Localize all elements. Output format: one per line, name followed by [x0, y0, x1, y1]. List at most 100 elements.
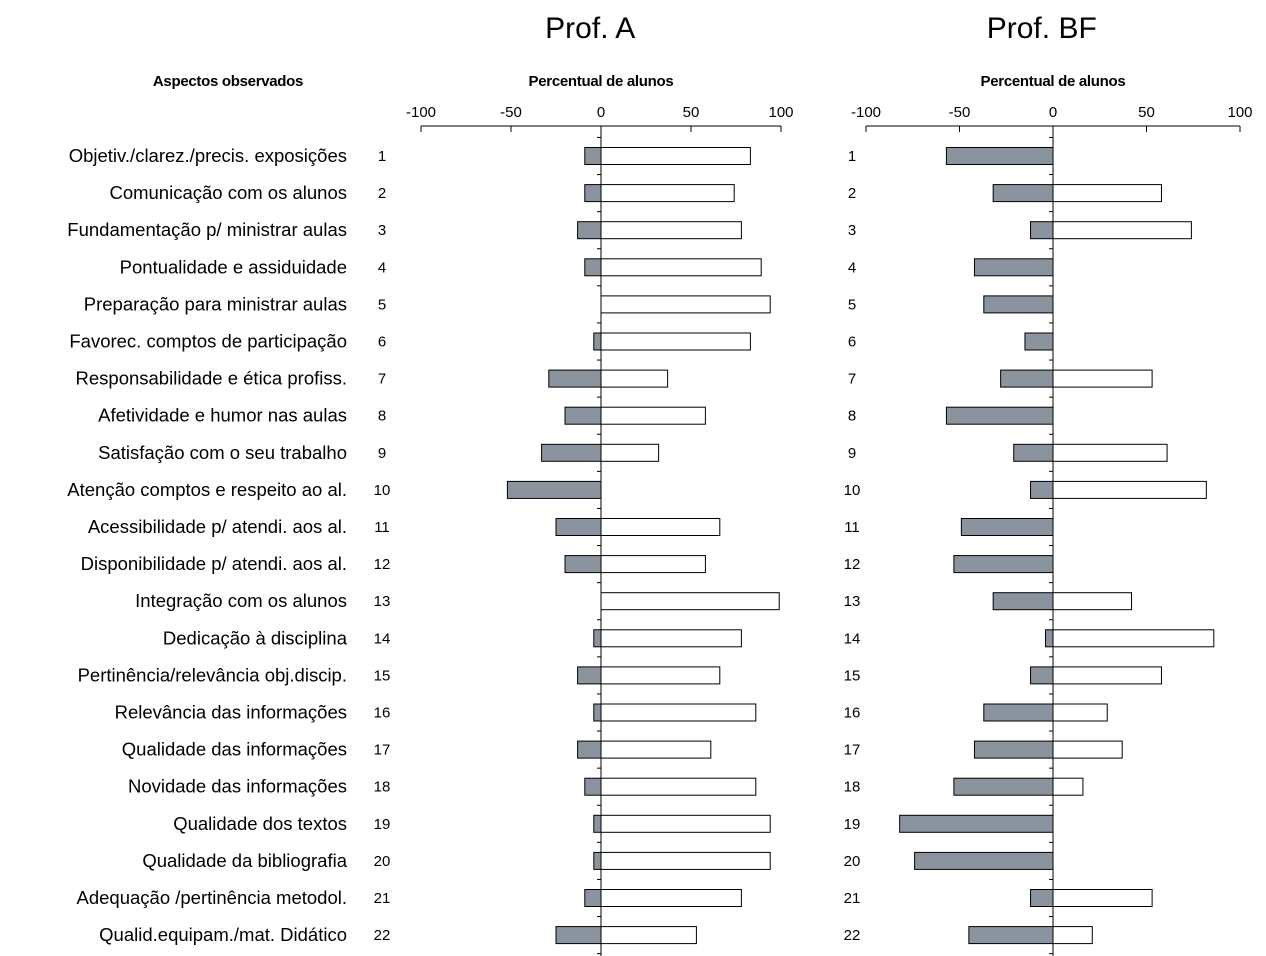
bar-negative — [945, 406, 1054, 425]
bar-positive — [1052, 369, 1153, 388]
aspect-label: Adequação /pertinência metodol. — [77, 887, 348, 908]
bar-negative — [983, 703, 1054, 722]
row-number: 21 — [374, 890, 391, 907]
row-number: 17 — [374, 742, 391, 759]
aspect-label: Comunicação com os alunos — [109, 182, 347, 203]
bar-positive — [600, 851, 771, 870]
panel-title: Prof. BF — [987, 12, 1097, 45]
bar-positive — [1052, 184, 1162, 203]
aspect-label: Disponibilidade p/ atendi. aos al. — [81, 553, 347, 574]
row-number: 1 — [848, 148, 856, 165]
bar-negative — [953, 777, 1054, 796]
aspect-label: Qualidade da bibliografia — [142, 850, 347, 871]
row-number: 11 — [844, 519, 860, 536]
aspect-label: Pontualidade e assiduidade — [120, 256, 347, 277]
aspect-label: Qualidade das informações — [122, 739, 347, 760]
row-number: 10 — [844, 482, 861, 499]
row-number: 8 — [848, 408, 856, 425]
bar-negative — [1030, 889, 1054, 907]
aspect-label: Dedicação à disciplina — [163, 627, 348, 648]
bar-positive — [600, 184, 735, 203]
row-number: 14 — [844, 630, 861, 647]
row-number: 18 — [374, 779, 391, 796]
bar-negative — [584, 258, 602, 277]
bar-negative — [1000, 369, 1054, 388]
row-number: 21 — [844, 890, 861, 907]
bar-negative — [577, 221, 602, 240]
aspect-label: Relevância das informações — [115, 702, 347, 723]
row-number: 5 — [848, 296, 856, 313]
aspect-label: Integração com os alunos — [135, 590, 347, 611]
bar-negative — [1030, 666, 1054, 685]
bar-positive — [600, 258, 762, 277]
row-number: 14 — [374, 630, 391, 647]
panel-prof-a: Prof. A Percentual de alunos -100 -50 0 50 100… — [374, 12, 794, 956]
row-number: 15 — [844, 667, 861, 684]
aspect-label: Afetividade e humor nas aulas — [98, 405, 347, 426]
aspect-label: Atenção comptos e respeito ao al. — [67, 479, 347, 500]
row-number: 20 — [844, 853, 861, 870]
row-number: 18 — [844, 779, 861, 796]
row-number: 2 — [378, 185, 386, 202]
bar-negative — [584, 147, 602, 165]
bar-positive — [600, 926, 697, 945]
row-number: 6 — [378, 334, 386, 351]
row-number: 16 — [844, 705, 861, 722]
bar-negative — [584, 889, 602, 907]
x-tick-label: -50 — [949, 104, 971, 121]
bar-negative — [555, 926, 602, 945]
bar-positive — [600, 814, 771, 833]
bar-negative — [914, 851, 1054, 870]
row-number: 3 — [378, 222, 386, 239]
bar-negative — [899, 814, 1054, 833]
bar-positive — [1052, 221, 1192, 240]
bar-positive — [1052, 443, 1168, 462]
aspects-header: Aspectos observados — [153, 73, 303, 90]
row-number: 19 — [844, 816, 861, 833]
bar-positive — [600, 666, 721, 685]
row-number: 16 — [374, 705, 391, 722]
bar-negative — [960, 518, 1054, 536]
row-number: 19 — [374, 816, 391, 833]
bar-negative — [577, 740, 602, 759]
row-number: 22 — [374, 927, 391, 944]
bar-negative — [593, 332, 602, 351]
bar-positive — [600, 703, 757, 722]
row-number: 9 — [848, 445, 856, 462]
bar-positive — [1052, 629, 1215, 648]
row-number: 7 — [848, 371, 856, 388]
bar-negative — [577, 666, 602, 685]
aspect-label: Satisfação com o seu trabalho — [98, 442, 347, 463]
row-number: 4 — [378, 259, 386, 276]
aspect-label: Favorec. comptos de participação — [69, 331, 347, 352]
bar-negative — [973, 740, 1054, 759]
bar-positive — [600, 889, 742, 907]
row-number: 3 — [848, 222, 856, 239]
bar-positive — [600, 740, 712, 759]
row-number: 17 — [844, 742, 861, 759]
bar-negative — [1045, 629, 1054, 648]
bar-negative — [506, 480, 602, 499]
row-number: 10 — [374, 482, 391, 499]
row-number: 12 — [374, 556, 391, 573]
bar-positive — [600, 592, 780, 611]
aspect-label: Pertinência/relevância obj.discip. — [78, 664, 347, 685]
bar-positive — [600, 332, 751, 351]
bar-negative — [1013, 443, 1054, 462]
bar-positive — [1052, 777, 1084, 796]
bar-negative — [593, 814, 602, 833]
bar-negative — [564, 555, 602, 574]
bar-positive — [1052, 740, 1123, 759]
bar-positive — [1052, 480, 1207, 499]
bar-negative — [584, 184, 602, 203]
bar-positive — [600, 295, 771, 314]
x-tick-label: 0 — [597, 104, 605, 121]
bar-negative — [548, 369, 602, 388]
bar-negative — [1024, 332, 1054, 351]
bar-positive — [600, 221, 742, 240]
bar-positive — [1052, 592, 1133, 611]
bar-positive — [600, 147, 751, 165]
bar-negative — [992, 184, 1054, 203]
x-tick-label: 50 — [683, 104, 700, 121]
